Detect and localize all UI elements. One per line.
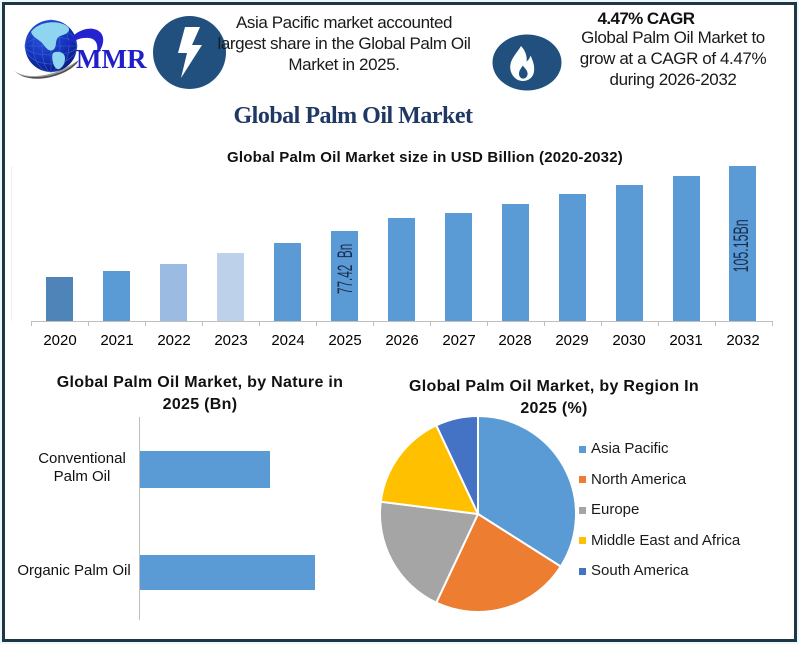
svg-text:MMR: MMR xyxy=(76,44,147,74)
